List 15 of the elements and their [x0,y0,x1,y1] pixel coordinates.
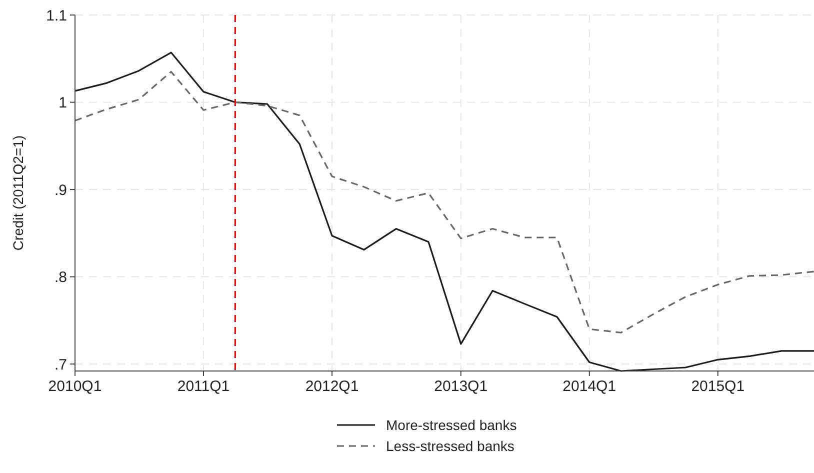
line-series [74,70,814,334]
y-tick-label: 1.1 [46,7,67,24]
x-tick-label: 2012Q1 [305,378,359,395]
x-tick-label: 2010Q1 [48,378,102,395]
x-tick-label: 2015Q1 [691,378,745,395]
y-tick-label: .8 [54,269,67,286]
legend-label: Less-stressed banks [386,438,514,454]
y-tick-label: .9 [54,182,67,199]
y-axis-title: Credit (2011Q2=1) [10,135,26,251]
x-tick-label: 2013Q1 [434,378,488,395]
x-tick-label: 2014Q1 [562,378,616,395]
y-tick-label: .7 [54,356,67,374]
legend-label: More-stressed banks [386,416,517,433]
x-tick-label: 2011Q1 [177,378,230,395]
y-tick-label: 1 [58,94,67,112]
